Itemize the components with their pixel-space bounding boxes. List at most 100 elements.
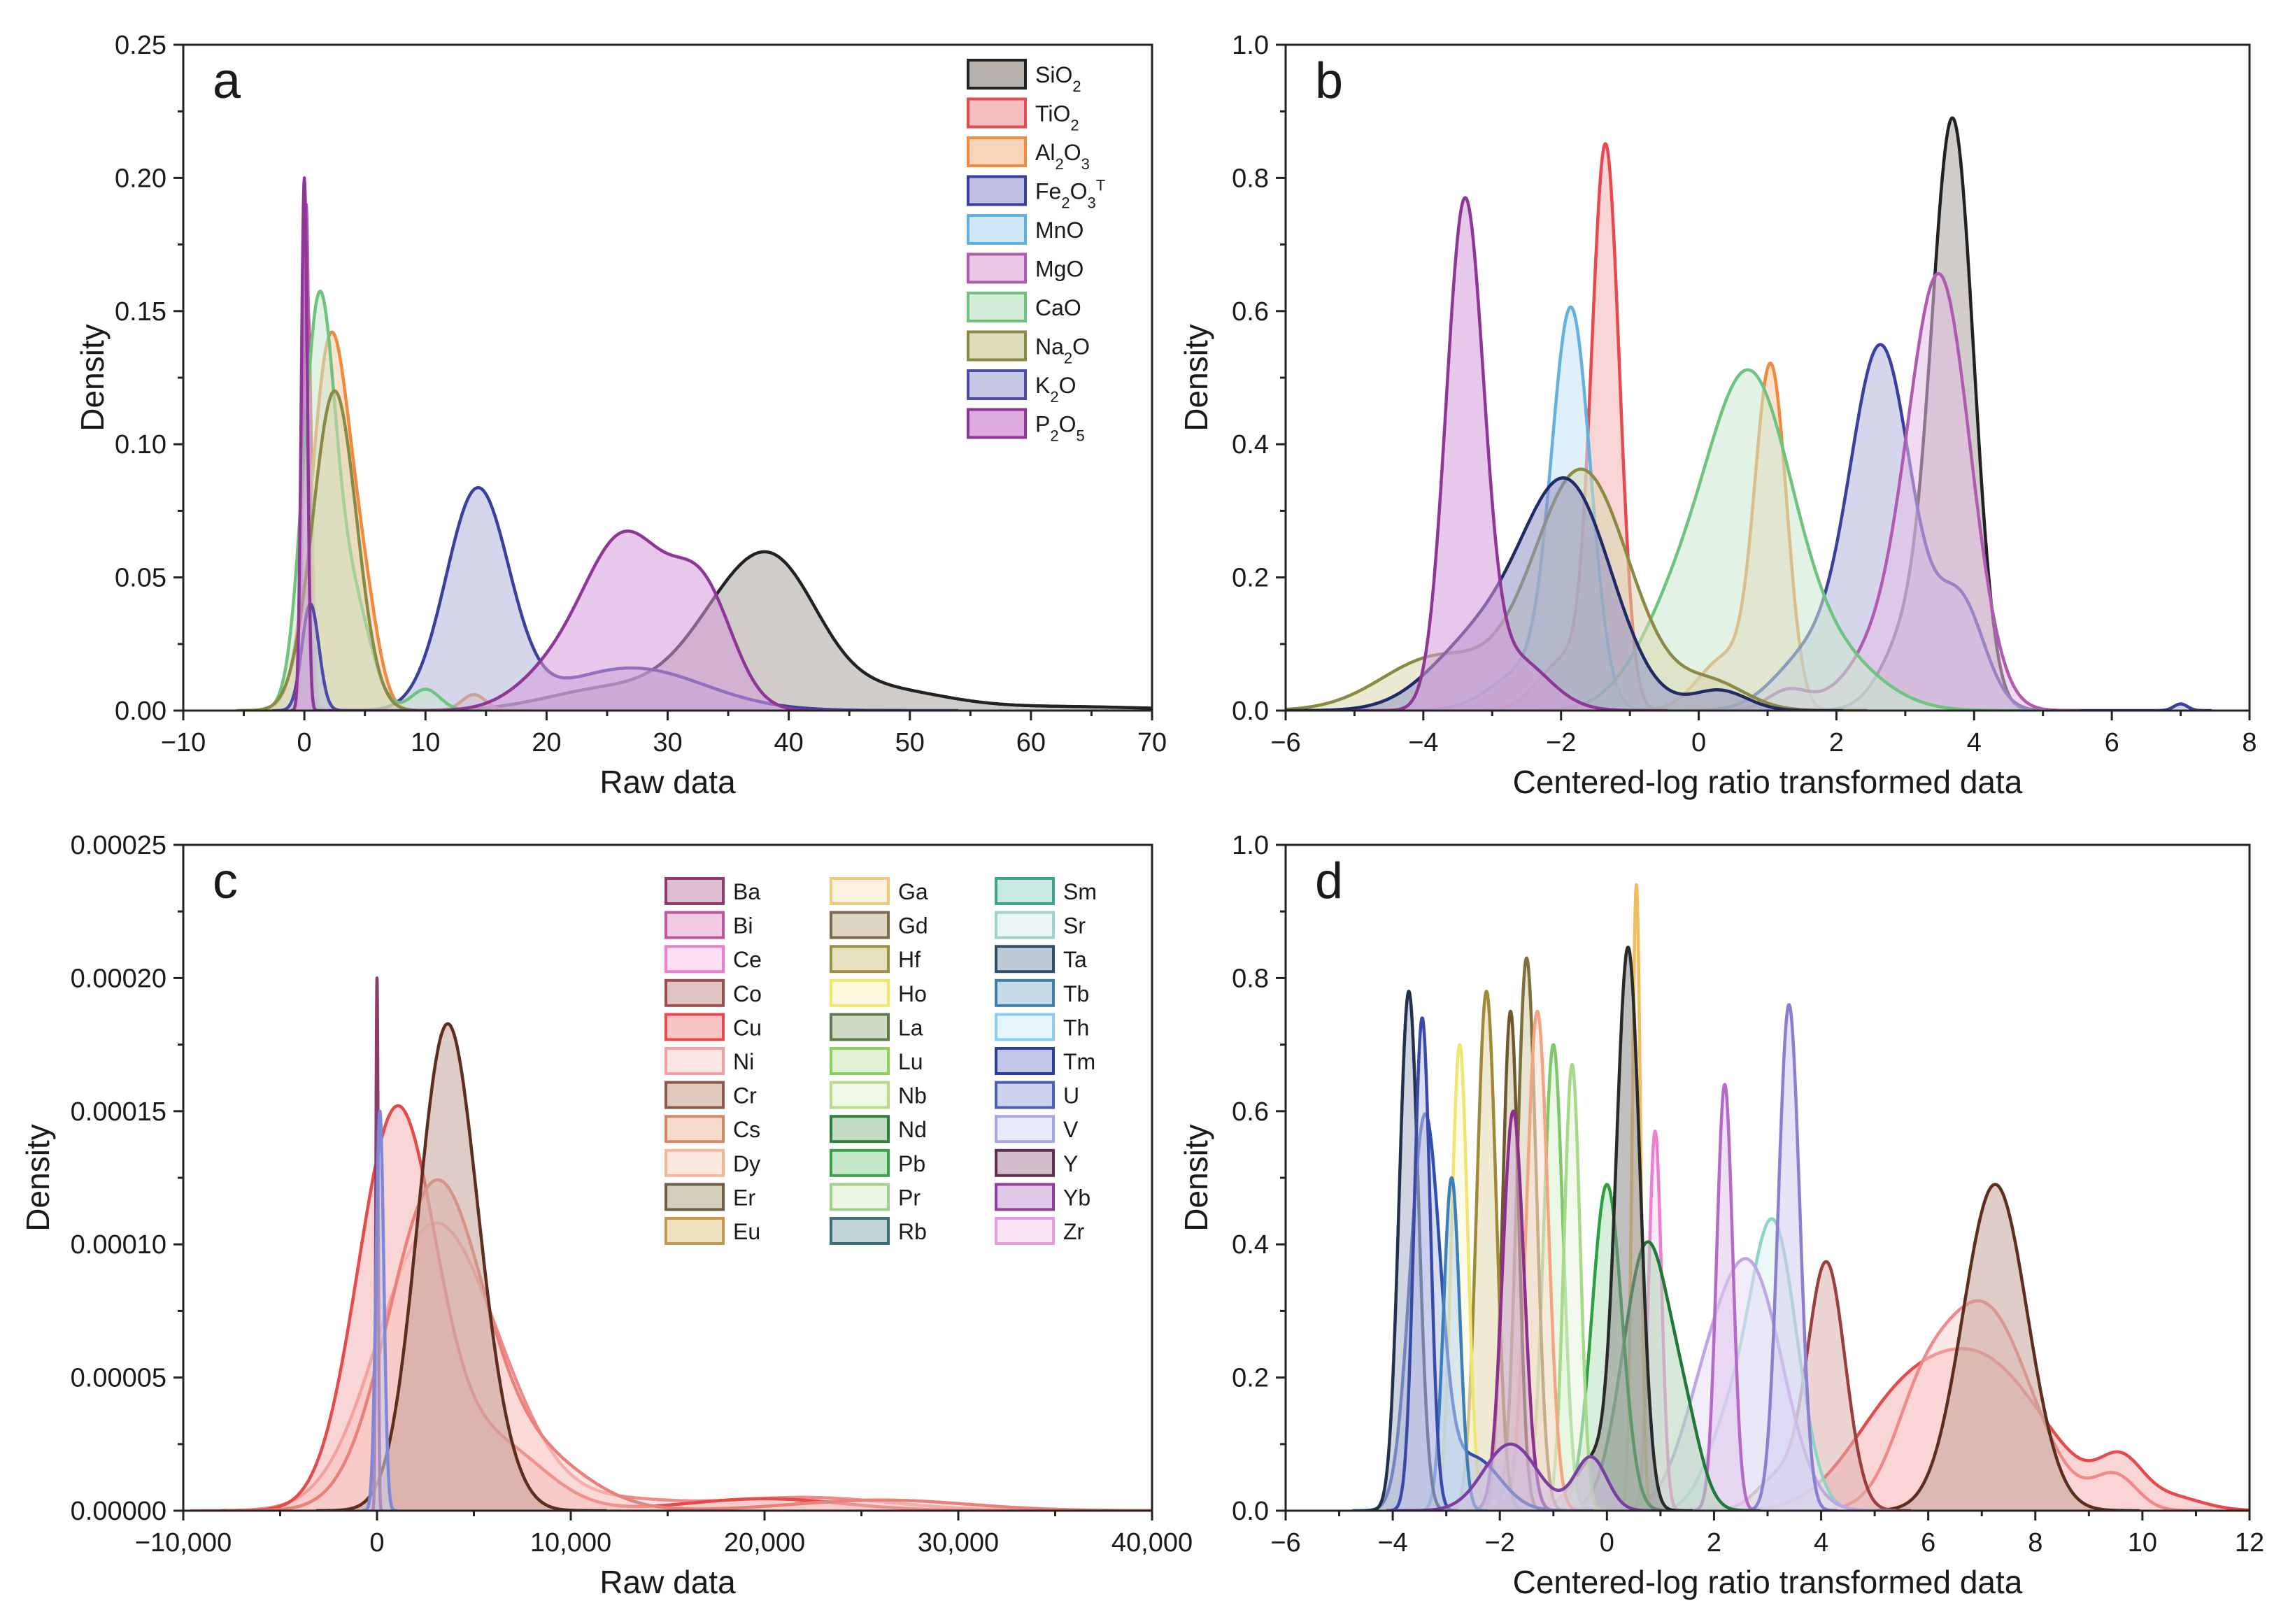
area-Hf [1443, 991, 1530, 1511]
area-K2O [1286, 478, 1844, 711]
x-tick-label-c: 0 [369, 1528, 384, 1558]
y-tick-label-b: 0.2 [1232, 564, 1269, 593]
legend-swatch [665, 877, 725, 905]
legend-item: Nd [830, 1115, 927, 1144]
legend-item: MgO [967, 252, 1083, 284]
area-Ta [1365, 991, 1453, 1511]
legend-swatch [665, 1115, 725, 1144]
y-tick-label-c: 0.00000 [71, 1497, 166, 1526]
y-tick-label-a: 0.20 [115, 164, 166, 193]
legend-swatch [830, 1115, 890, 1144]
legend-label: Rb [898, 1219, 927, 1244]
legend-item: CaO [967, 292, 1081, 322]
y-tick-label-c: 0.00005 [71, 1364, 166, 1393]
legend-swatch [995, 911, 1055, 939]
legend-item: Cs [665, 1115, 760, 1144]
legend-item: V [995, 1115, 1079, 1144]
legend-swatch [995, 1183, 1055, 1211]
legend-item: Tm [995, 1047, 1095, 1075]
legend-swatch [665, 978, 725, 1007]
y-tick-label-d: 0.2 [1232, 1364, 1269, 1393]
legend-swatch [830, 978, 890, 1007]
legend-label: Ho [898, 981, 927, 1006]
x-tick-label-a: 10 [411, 728, 440, 757]
legend-item: Y [995, 1148, 1078, 1177]
x-tick-label-b: 0 [1691, 728, 1706, 757]
legend-label: Pr [898, 1185, 921, 1210]
legend-label: Co [733, 981, 762, 1006]
legend-item: Pr [830, 1183, 921, 1211]
density-line-V [361, 1109, 399, 1511]
panel-letter-d: d [1315, 853, 1343, 909]
area-U [1386, 1018, 1458, 1511]
area-Na2O [236, 391, 433, 711]
legend-item: Th [995, 1013, 1089, 1041]
legend-label: Ta [1063, 947, 1087, 972]
legend-label: Tb [1063, 981, 1089, 1006]
x-axis-label-a: Raw data [599, 764, 736, 800]
x-axis-label-b: Centered-log ratio transformed data [1513, 764, 2023, 800]
legend-c: Ba Bi Ce Co Cu Ni Cr Cs Dy Er Eu Ga Gd Hf Ho La Lu Nb Nd Pb… [665, 877, 1097, 1245]
legend-label: Fe2O3T [1035, 176, 1105, 211]
density-line-Yb [1388, 1442, 1665, 1511]
legend-swatch [830, 1013, 890, 1041]
x-tick-label-d: 4 [1814, 1528, 1828, 1558]
panel-a: −10 0 10 20 30 40 50 60 70 0.00 0.05 0.10 0.15 0.20 0.… [74, 31, 1167, 800]
x-tick-label-a: 40 [774, 728, 803, 757]
y-tick-label-a: 0.10 [115, 430, 166, 460]
legend-label: Hf [898, 947, 921, 972]
panel-b: −6 −4 −2 0 2 4 6 8 0.0 0.2 0.4 0.6 0.8 1.0 Centered-lo… [1178, 31, 2257, 800]
legend-label: Er [733, 1185, 755, 1210]
y-tick-label-c: 0.00020 [71, 964, 166, 993]
density-line-Cr [315, 1022, 608, 1511]
legend-swatch [995, 1115, 1055, 1144]
legend-swatch [665, 1183, 725, 1211]
legend-label: Ce [733, 947, 762, 972]
legend-swatch [665, 945, 725, 974]
x-tick-label-b: 2 [1829, 728, 1844, 757]
y-tick-label-d: 0.8 [1232, 964, 1269, 993]
density-line-K2O [1286, 476, 1845, 711]
y-tick-label-d: 1.0 [1232, 831, 1269, 860]
area-Eu [1465, 1111, 1562, 1511]
legend-label: Ba [733, 879, 760, 904]
legend-item: Lu [830, 1047, 923, 1075]
x-tick-label-d: 10 [2128, 1528, 2157, 1558]
y-tick-label-a: 0.25 [115, 31, 166, 60]
x-tick-label-c: −10,000 [135, 1528, 232, 1558]
legend-label: U [1063, 1083, 1079, 1109]
y-tick-label-a: 0.00 [115, 697, 166, 726]
legend-item: Eu [665, 1217, 760, 1245]
legend-item: Tb [995, 978, 1089, 1007]
panel-letter-b: b [1315, 53, 1343, 109]
area-Rb [1582, 1258, 1896, 1511]
legend-item: Bi [665, 911, 753, 939]
legend-label: Na2O [1035, 334, 1090, 367]
legend-label: Cr [733, 1083, 757, 1109]
legend-swatch [967, 330, 1027, 362]
legend-swatch [995, 1081, 1055, 1109]
area-Cr [315, 1023, 607, 1511]
area-Co [1682, 1261, 1911, 1511]
y-tick-label-a: 0.05 [115, 564, 166, 593]
y-tick-label-b: 0.0 [1232, 697, 1269, 726]
x-tick-label-d: 12 [2235, 1528, 2264, 1558]
legend-label: P2O5 [1035, 412, 1085, 445]
x-tick-label-d: −6 [1270, 1528, 1300, 1558]
x-tick-label-b: 6 [2105, 728, 2119, 757]
y-axis-label-d: Density [1178, 1124, 1214, 1231]
density-line-V [1739, 1003, 1839, 1511]
legend-swatch [830, 911, 890, 939]
legend-item: Fe2O3T [967, 175, 1105, 211]
legend-label: Tm [1063, 1049, 1095, 1074]
area-V [1740, 1004, 1838, 1511]
legend-item: Ce [665, 945, 762, 974]
legend-item: Ba [665, 877, 760, 905]
y-tick-label-c: 0.00015 [71, 1097, 166, 1127]
x-tick-label-d: 0 [1600, 1528, 1614, 1558]
plot-area-b [1286, 116, 2212, 711]
x-tick-label-d: −4 [1377, 1528, 1407, 1558]
x-tick-label-c: 30,000 [918, 1528, 999, 1558]
area-CaO [1492, 369, 2047, 711]
